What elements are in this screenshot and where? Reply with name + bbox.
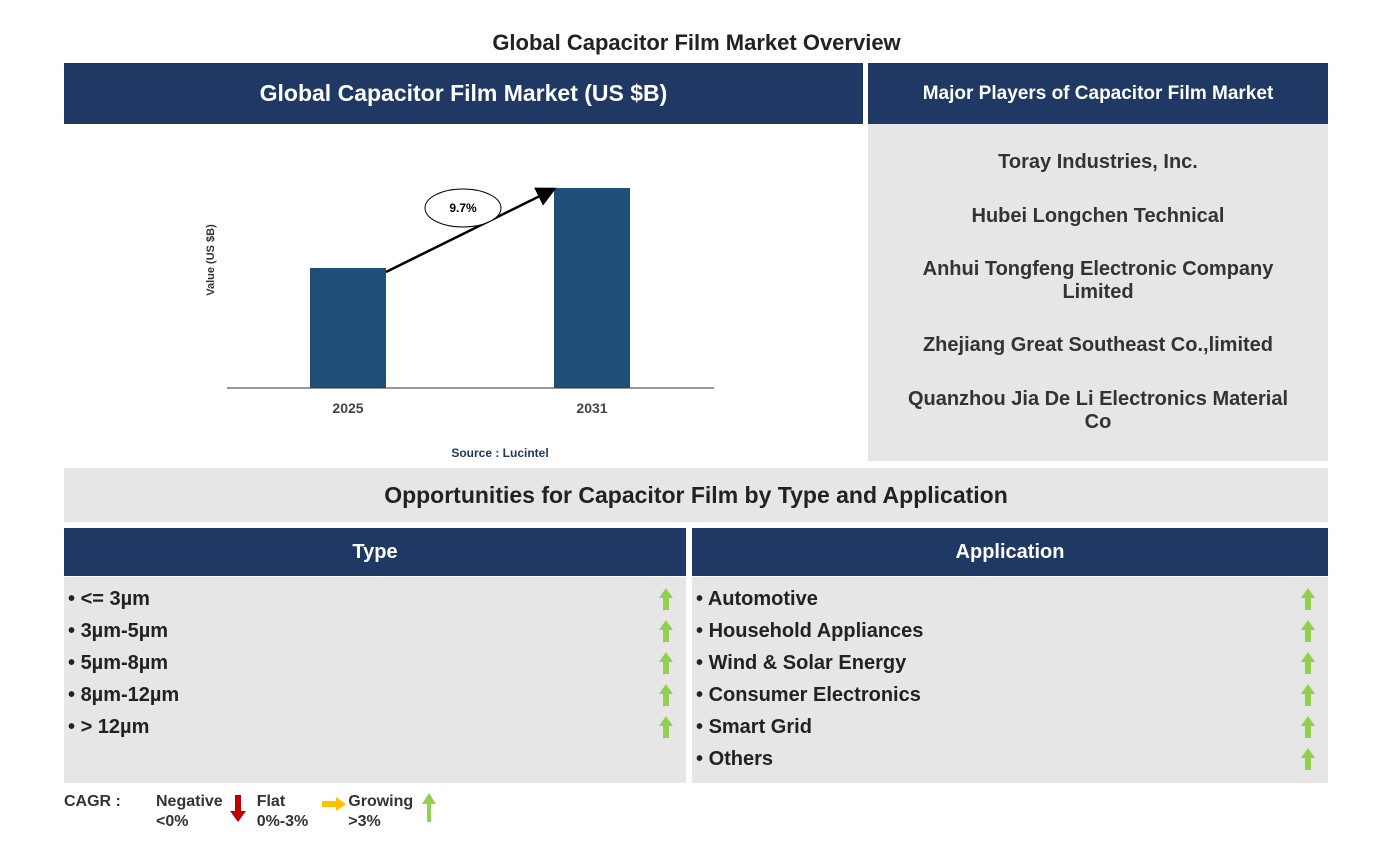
player: Zhejiang Great Southeast Co.,limited — [922, 334, 1274, 357]
item-label: Consumer Electronics — [696, 684, 921, 707]
item-label: <= 3µm — [68, 588, 150, 611]
player: Hubei Longchen Technical — [971, 204, 1225, 227]
cagr-legend: CAGR : Negative <0% Flat 0%-3% Growing >3% — [64, 792, 447, 832]
bar — [310, 268, 386, 388]
legend-text: <0% — [156, 813, 189, 830]
item-label: 3µm-5µm — [68, 620, 169, 643]
legend-text: >3% — [348, 813, 381, 830]
list-item: 8µm-12µm — [68, 679, 682, 711]
y-axis-label: Value (US $B) — [205, 224, 217, 296]
up-arrow — [1301, 748, 1315, 770]
up-arrow — [659, 716, 673, 738]
up-arrow — [1301, 652, 1315, 674]
item-label: 5µm-8µm — [68, 652, 169, 675]
list-item: Consumer Electronics — [696, 679, 1324, 711]
type-header: Type — [64, 528, 686, 576]
cagr-label: 9.7% — [449, 201, 477, 215]
players-header: Major Players of Capacitor Film Market — [868, 63, 1328, 124]
item-label: Household Appliances — [696, 620, 924, 643]
legend-text: Flat — [256, 793, 286, 810]
player: Quanzhou Jia De Li Electronics Material … — [907, 387, 1289, 433]
list-item: Household Appliances — [696, 615, 1324, 647]
list-item: Automotive — [696, 583, 1324, 615]
cagr-ellipse — [424, 188, 502, 228]
up-arrow — [659, 620, 673, 642]
application-list: Automotive Household Appliances Wind & Sol… — [692, 577, 1328, 783]
item-label: Automotive — [696, 588, 818, 611]
up-arrow — [659, 684, 673, 706]
up-arrow — [422, 793, 437, 822]
list-item: > 12µm — [68, 711, 682, 743]
down-arrow — [229, 795, 246, 822]
x-tick-label: 2025 — [332, 400, 363, 416]
item-label: 8µm-12µm — [68, 684, 180, 707]
list-item: Smart Grid — [696, 711, 1324, 743]
list-item: Others — [696, 743, 1324, 775]
type-list: <= 3µm 3µm-5µm 5µm-8µm 8µm-12µm > 12µm — [64, 577, 686, 783]
player: Anhui Tongfeng Electronic Company Limite… — [922, 257, 1274, 303]
flat-arrow — [322, 797, 347, 811]
up-arrow — [1301, 620, 1315, 642]
page-title: Global Capacitor Film Market Overview — [492, 30, 901, 55]
up-arrow — [1301, 716, 1315, 738]
up-arrow — [659, 588, 673, 610]
legend-flat: Flat 0%-3% — [257, 792, 309, 832]
legend-negative: Negative <0% — [156, 792, 223, 832]
player: Toray Industries, Inc. — [998, 151, 1198, 174]
up-arrow — [1301, 588, 1315, 610]
source: Source : Lucintel — [451, 446, 548, 460]
list-item: <= 3µm — [68, 583, 682, 615]
list-item: Wind & Solar Energy — [696, 647, 1324, 679]
legend-text: 0%-3% — [256, 813, 309, 830]
legend-label: CAGR : — [64, 793, 121, 810]
chart: 2025 2031 9.7% Value (US $B) Source : Lucint… — [205, 187, 714, 460]
x-tick-label: 2031 — [576, 400, 607, 416]
item-label: > 12µm — [68, 716, 150, 739]
legend-text: Negative — [156, 793, 223, 810]
item-label: Others — [696, 748, 773, 771]
up-arrow — [1301, 684, 1315, 706]
opportunities-title: Opportunities for Capacitor Film by Type… — [64, 468, 1328, 522]
application-header: Application — [692, 528, 1328, 576]
legend-text: Growing — [348, 793, 414, 810]
chart-header: Global Capacitor Film Market (US $B) — [64, 63, 863, 124]
item-label: Smart Grid — [696, 716, 812, 739]
list-item: 3µm-5µm — [68, 615, 682, 647]
bar — [554, 188, 630, 388]
cagr-arrow — [385, 187, 557, 274]
list-item: 5µm-8µm — [68, 647, 682, 679]
up-arrow — [659, 652, 673, 674]
item-label: Wind & Solar Energy — [696, 652, 907, 675]
legend-growing: Growing >3% — [348, 792, 413, 832]
players-list: Toray Industries, Inc. Hubei Longchen Tec… — [868, 124, 1328, 461]
